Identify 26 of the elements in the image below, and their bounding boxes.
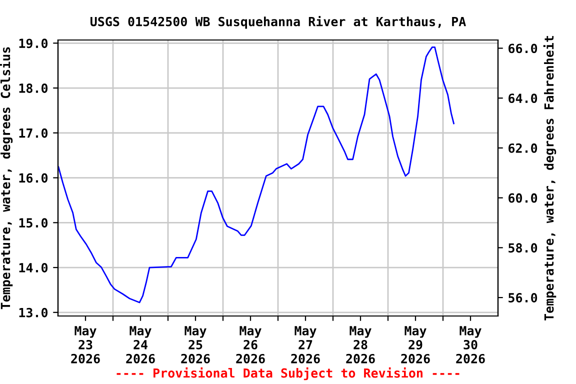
x-tick-label: May 30 2026 [456, 326, 485, 364]
y2-tick-label: 62.0 [508, 143, 538, 153]
x-tick-label: May 29 2026 [401, 326, 430, 364]
x-tick-label: May 28 2026 [346, 326, 375, 364]
chart-title: USGS 01542500 WB Susquehanna River at Karthaus, PA [90, 16, 466, 29]
y-tick-label: 17.0 [19, 128, 48, 138]
y-axis-title: Temperature, water, degrees Celsius [0, 47, 13, 310]
x-tick-label: May 26 2026 [236, 326, 265, 364]
y-tick-label: 13.0 [19, 308, 48, 318]
y-tick-label: 16.0 [19, 173, 48, 183]
x-tick-label: May 23 2026 [71, 326, 100, 364]
y2-axis-title: Temperature, water, degrees Fahrenheit [543, 36, 556, 320]
x-tick-label: May 25 2026 [181, 326, 210, 364]
y-tick-label: 14.0 [19, 263, 48, 272]
y-tick-label: 18.0 [19, 83, 48, 93]
x-tick-label: May 27 2026 [291, 326, 320, 364]
y2-tick-label: 60.0 [508, 193, 538, 203]
text: ---- Provisional Data Subject to Revision ---- [116, 367, 460, 380]
y-tick-label: 19.0 [19, 38, 48, 48]
y-tick-label: 15.0 [19, 218, 48, 228]
x-tick-label: May 24 2026 [126, 326, 155, 364]
y2-tick-label: 56.0 [508, 293, 538, 302]
y2-tick-label: 58.0 [508, 243, 538, 253]
y2-tick-label: 66.0 [508, 44, 538, 54]
y2-tick-label: 64.0 [508, 94, 538, 104]
line-series [58, 46, 454, 304]
